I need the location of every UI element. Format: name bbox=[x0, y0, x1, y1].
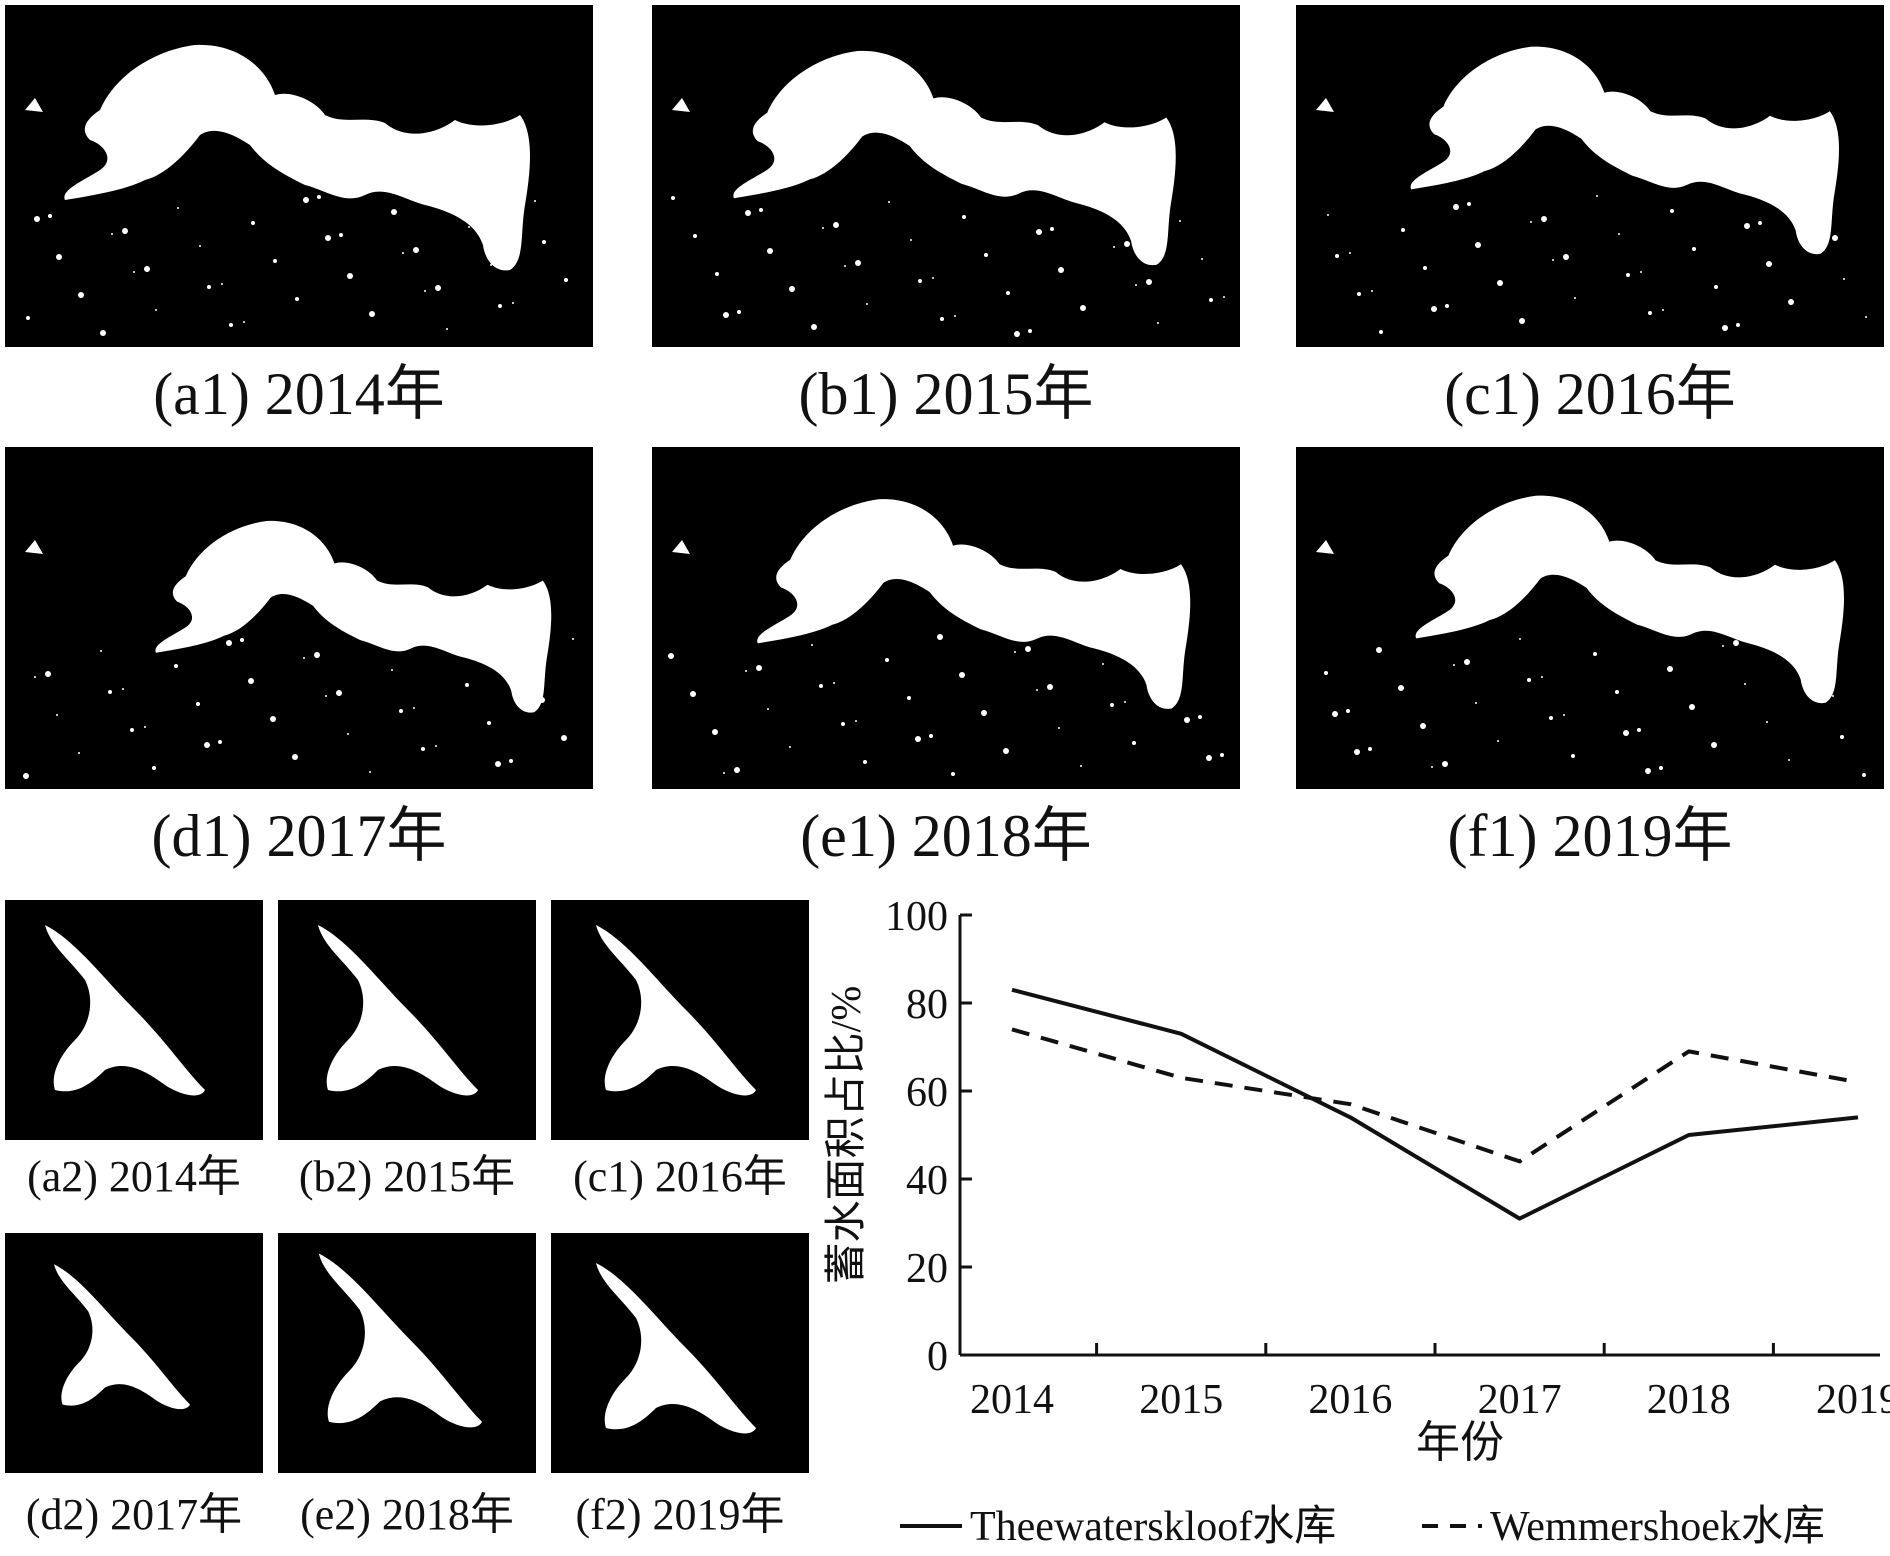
caption-a2: (a2) 2014年 bbox=[27, 1152, 241, 1201]
y-tick-label: 40 bbox=[906, 1158, 948, 1204]
x-axis-label: 年份 bbox=[1416, 1418, 1504, 1467]
caption-e2: (e2) 2018年 bbox=[300, 1490, 514, 1539]
wemmershoek-panel-2016 bbox=[551, 900, 809, 1140]
caption-b1: (b1) 2015年 bbox=[798, 361, 1094, 427]
caption-b2: (b2) 2015年 bbox=[298, 1152, 516, 1201]
theewaterskloof-panel-2017 bbox=[5, 447, 593, 789]
caption-d1: (d1) 2017年 bbox=[151, 803, 447, 869]
theewaterskloof-panel-2018 bbox=[652, 447, 1240, 789]
legend-label-wemmershoek: Wemmershoek水库 bbox=[1490, 1504, 1825, 1550]
legend-label-theewaterskloof: Theewaterskloof水库 bbox=[970, 1504, 1336, 1550]
caption-f1: (f1) 2019年 bbox=[1447, 803, 1733, 869]
x-tick-label: 2017 bbox=[1478, 1377, 1562, 1423]
theewaterskloof-panel-2016 bbox=[1296, 5, 1884, 347]
y-tick-label: 80 bbox=[906, 982, 948, 1028]
y-tick-label: 0 bbox=[927, 1334, 948, 1380]
caption-d2: (d2) 2017年 bbox=[25, 1490, 243, 1539]
caption-c1-small: (c1) 2016年 bbox=[573, 1152, 787, 1201]
y-tick-label: 100 bbox=[885, 894, 948, 940]
x-tick-label: 2016 bbox=[1308, 1377, 1392, 1423]
theewaterskloof-panel-2019 bbox=[1296, 447, 1884, 789]
x-tick-label: 2018 bbox=[1647, 1377, 1731, 1423]
theewaterskloof-panel-2015 bbox=[652, 5, 1240, 347]
wemmershoek-panel-2017 bbox=[5, 1233, 263, 1473]
y-tick-label: 20 bbox=[906, 1246, 948, 1292]
wemmershoek-panel-2019 bbox=[551, 1233, 809, 1473]
wemmershoek-panel-2018 bbox=[278, 1233, 536, 1473]
series-line-theewaterskloof bbox=[1011, 987, 1859, 1221]
caption-f2: (f2) 2019年 bbox=[575, 1490, 785, 1539]
series-line-wemmershoek bbox=[1011, 1027, 1859, 1164]
caption-c1: (c1) 2016年 bbox=[1444, 361, 1736, 427]
theewaterskloof-panel-2014 bbox=[5, 5, 593, 347]
caption-a1: (a1) 2014年 bbox=[153, 361, 445, 427]
x-tick-label: 2019 bbox=[1816, 1377, 1890, 1423]
y-tick-label: 60 bbox=[906, 1070, 948, 1116]
chart-ticks: 0 20 40 60 80 100 2014 2015 2016 2017 2018 2019 bbox=[885, 894, 1890, 1423]
caption-e1: (e1) 2018年 bbox=[800, 803, 1092, 869]
y-axis-label: 蓄水面积占比/% bbox=[824, 986, 870, 1285]
chart-axes bbox=[958, 915, 1880, 1357]
wemmershoek-panel-2014 bbox=[5, 900, 263, 1140]
chart-legend: Theewaterskloof水库 Wemmershoek水库 bbox=[900, 1504, 1825, 1550]
chart-series bbox=[1011, 987, 1859, 1221]
x-tick-label: 2014 bbox=[970, 1377, 1054, 1423]
wemmershoek-panel-2015 bbox=[278, 900, 536, 1140]
x-tick-label: 2015 bbox=[1139, 1377, 1223, 1423]
storage-area-line-chart: 0 20 40 60 80 100 2014 2015 2016 2017 2018 2019 蓄水面… bbox=[824, 894, 1890, 1550]
